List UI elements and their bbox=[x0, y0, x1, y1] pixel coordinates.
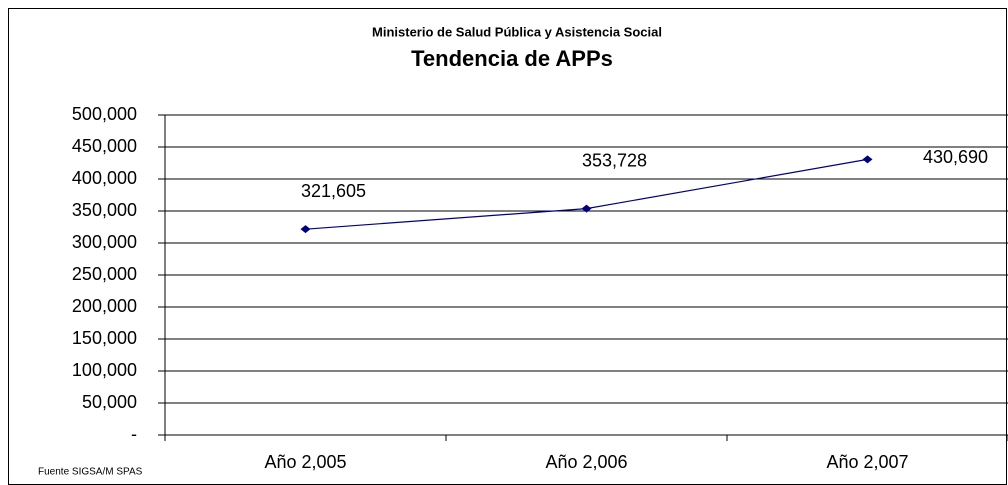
chart-title: Tendencia de APPs bbox=[411, 46, 613, 71]
data-point bbox=[300, 225, 311, 234]
y-tick-label: 350,000 bbox=[72, 200, 137, 220]
y-tick-label: 250,000 bbox=[72, 264, 137, 284]
data-point bbox=[581, 204, 592, 213]
y-tick-label: 100,000 bbox=[72, 360, 137, 380]
y-tick-label: 150,000 bbox=[72, 328, 137, 348]
y-tick-label: 50,000 bbox=[82, 392, 137, 412]
y-tick-label: 400,000 bbox=[72, 168, 137, 188]
y-tick-label: 300,000 bbox=[72, 232, 137, 252]
chart-subtitle: Ministerio de Salud Pública y Asistencia… bbox=[372, 24, 662, 39]
x-tick-label: Año 2,005 bbox=[264, 452, 346, 472]
x-tick-label: Año 2,007 bbox=[826, 452, 908, 472]
x-tick-label: Año 2,006 bbox=[545, 452, 627, 472]
data-label: 353,728 bbox=[582, 150, 647, 170]
data-label: 321,605 bbox=[301, 181, 366, 201]
y-tick-label: 200,000 bbox=[72, 296, 137, 316]
data-point bbox=[862, 155, 873, 164]
y-tick-label: 500,000 bbox=[72, 104, 137, 124]
y-tick-label: 450,000 bbox=[72, 136, 137, 156]
source-note: Fuente SIGSA/M SPAS bbox=[38, 467, 143, 478]
chart-border bbox=[8, 8, 1007, 485]
data-label: 430,690 bbox=[923, 147, 988, 167]
y-tick-label: - bbox=[131, 424, 137, 444]
